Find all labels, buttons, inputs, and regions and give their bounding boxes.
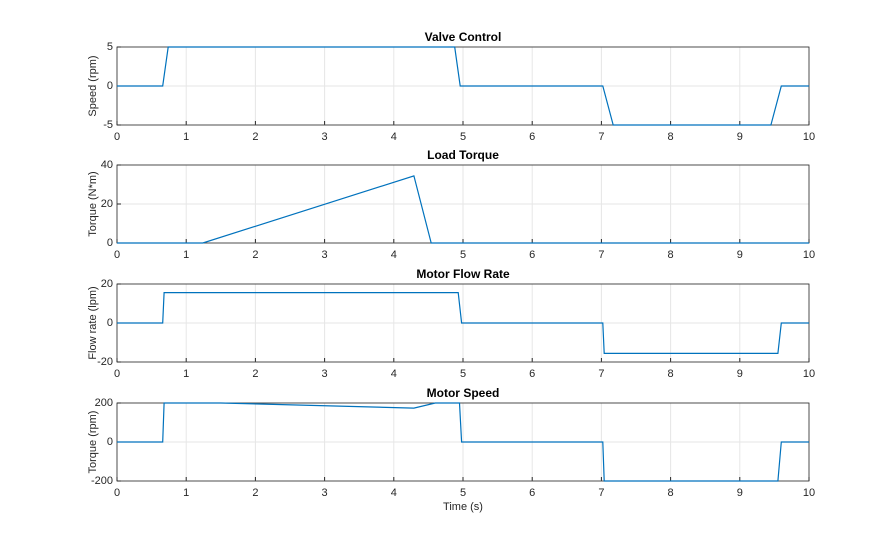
x-tick-label: 6: [529, 249, 535, 261]
x-tick-label: 8: [668, 249, 674, 261]
x-tick-label: 8: [668, 487, 674, 499]
x-tick-label: 2: [252, 487, 258, 499]
x-tick-label: 6: [529, 368, 535, 380]
x-tick-label: 5: [460, 131, 466, 143]
x-tick-label: 4: [391, 131, 397, 143]
x-tick-label: 4: [391, 368, 397, 380]
x-tick-label: 7: [598, 249, 604, 261]
y-tick-label: 200: [95, 397, 113, 409]
x-tick-label: 7: [598, 131, 604, 143]
x-axis-label: Time (s): [443, 501, 483, 513]
y-tick-label: 20: [101, 278, 113, 290]
x-tick-label: 3: [322, 249, 328, 261]
x-tick-label: 7: [598, 487, 604, 499]
x-tick-label: 1: [183, 487, 189, 499]
y-axis-label: Flow rate (lpm): [87, 286, 99, 359]
x-tick-label: 8: [668, 368, 674, 380]
x-tick-label: 4: [391, 249, 397, 261]
x-tick-label: 10: [803, 487, 815, 499]
y-tick-label: -200: [91, 475, 113, 487]
x-tick-label: 10: [803, 131, 815, 143]
x-tick-label: 9: [737, 249, 743, 261]
chart-title: Motor Flow Rate: [416, 267, 510, 281]
x-tick-label: 6: [529, 487, 535, 499]
data-line: [117, 402, 809, 482]
x-tick-label: 6: [529, 131, 535, 143]
y-tick-label: 40: [101, 159, 113, 171]
y-tick-label: -20: [97, 356, 113, 368]
x-tick-label: 2: [252, 249, 258, 261]
y-axis-label: Torque (rpm): [87, 411, 99, 474]
y-tick-label: 5: [107, 41, 113, 53]
x-tick-label: 4: [391, 487, 397, 499]
x-tick-label: 2: [252, 368, 258, 380]
chart-title: Valve Control: [425, 30, 502, 44]
y-tick-label: 20: [101, 198, 113, 210]
y-axis-label: Torque (N*m): [87, 171, 99, 236]
x-tick-label: 1: [183, 368, 189, 380]
y-tick-label: -5: [103, 119, 113, 131]
x-tick-label: 0: [114, 249, 120, 261]
data-line: [117, 46, 809, 126]
data-line: [117, 292, 809, 354]
x-tick-label: 1: [183, 131, 189, 143]
x-tick-label: 10: [803, 249, 815, 261]
x-tick-label: 0: [114, 131, 120, 143]
x-tick-label: 9: [737, 487, 743, 499]
x-tick-label: 0: [114, 368, 120, 380]
chart-title: Motor Speed: [427, 386, 500, 400]
x-tick-label: 10: [803, 368, 815, 380]
x-tick-label: 8: [668, 131, 674, 143]
x-tick-label: 2: [252, 131, 258, 143]
y-tick-label: 0: [107, 237, 113, 249]
chart-title: Load Torque: [427, 148, 499, 162]
x-tick-label: 9: [737, 131, 743, 143]
x-tick-label: 3: [322, 131, 328, 143]
x-tick-label: 1: [183, 249, 189, 261]
x-tick-label: 5: [460, 249, 466, 261]
x-tick-label: 7: [598, 368, 604, 380]
x-tick-label: 5: [460, 368, 466, 380]
x-tick-label: 9: [737, 368, 743, 380]
y-tick-label: 0: [107, 317, 113, 329]
x-tick-label: 3: [322, 368, 328, 380]
y-axis-label: Speed (rpm): [87, 55, 99, 116]
y-tick-label: 0: [107, 436, 113, 448]
data-line: [117, 175, 809, 244]
x-tick-label: 3: [322, 487, 328, 499]
x-tick-label: 5: [460, 487, 466, 499]
y-tick-label: 0: [107, 80, 113, 92]
x-tick-label: 0: [114, 487, 120, 499]
